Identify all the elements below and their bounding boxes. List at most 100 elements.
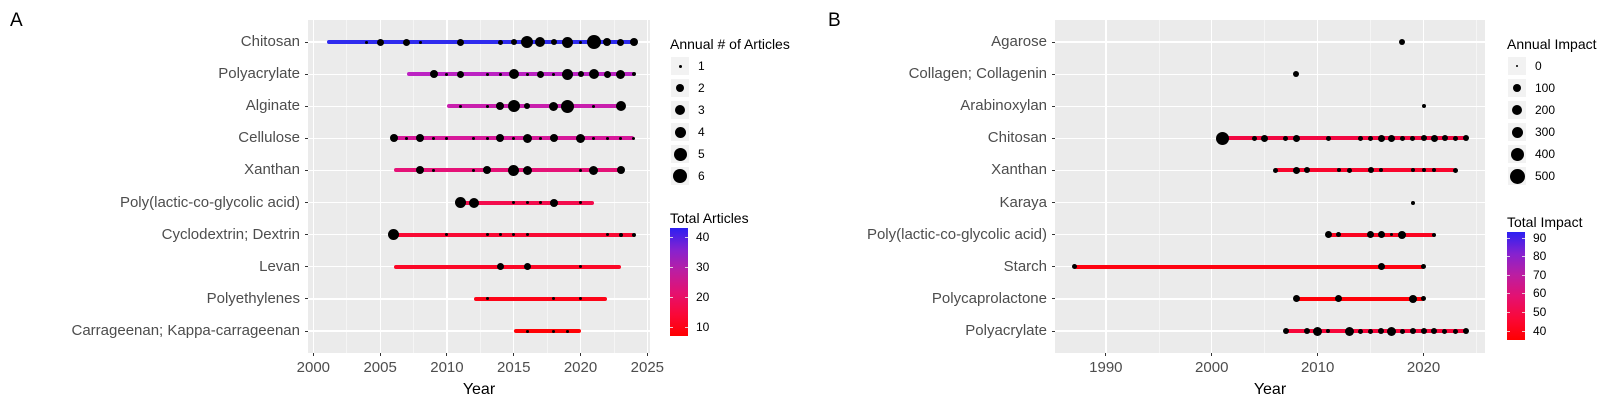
data-point (589, 165, 599, 175)
data-point (1432, 232, 1437, 237)
data-point (525, 201, 529, 205)
grid-major-vline (1317, 20, 1319, 353)
data-point (616, 166, 625, 175)
x-axis-tick (379, 353, 381, 356)
data-point (445, 72, 449, 76)
timeline-segment (1275, 168, 1456, 173)
data-point (1408, 294, 1417, 303)
panel-b: B Agarose Collagen; Collagenin Arabinoxyla… (800, 0, 1600, 407)
timeline-segment (406, 72, 634, 77)
data-point (429, 70, 438, 79)
data-point (485, 136, 489, 140)
data-point (586, 35, 601, 49)
x-tick-label: 2025 (630, 359, 665, 376)
grid-major-hline (1055, 201, 1485, 204)
data-point (1293, 71, 1300, 78)
data-point (1292, 295, 1300, 303)
colorbar-tick-right (1522, 330, 1525, 332)
colorbar-tick-left (1507, 237, 1510, 239)
y-axis-tick (304, 105, 308, 107)
colorbar-tick-label: 80 (1533, 249, 1547, 264)
legend-size-dot (1510, 147, 1524, 161)
data-point (1378, 328, 1385, 334)
x-axis-tick (646, 353, 648, 356)
y-axis-tick (304, 298, 308, 300)
grid-minor-vline (1264, 20, 1266, 353)
x-axis-title: Year (462, 381, 496, 398)
data-point (525, 233, 529, 237)
colorbar (670, 228, 688, 336)
colorbar-tick-right (1522, 312, 1525, 314)
data-point (1430, 134, 1438, 142)
data-point (1377, 134, 1385, 142)
data-point (1325, 135, 1331, 141)
data-point (631, 232, 636, 237)
data-point (579, 297, 583, 301)
data-point (418, 40, 422, 44)
colorbar-tick-left (670, 327, 673, 328)
data-point (629, 38, 638, 46)
y-axis-label: Polyacrylate (965, 322, 1047, 339)
data-point (576, 133, 586, 143)
data-point (522, 165, 532, 175)
data-point (579, 40, 583, 44)
colorbar-tick-label: 10 (696, 320, 710, 334)
legend-size-label: 6 (698, 169, 705, 183)
data-point (618, 232, 623, 237)
timeline-segment (1222, 136, 1466, 141)
colorbar-tick-left (1507, 312, 1510, 314)
legend-size-dot (1511, 126, 1523, 138)
legend-size-label: 300 (1535, 125, 1556, 139)
data-point (472, 168, 476, 172)
data-point (1399, 328, 1405, 334)
data-point (549, 134, 558, 143)
x-tick-label: 2010 (430, 359, 464, 376)
data-point (508, 69, 519, 80)
data-point (496, 263, 504, 271)
data-point (1390, 233, 1394, 237)
colorbar-tick-right (1522, 237, 1525, 239)
data-point (512, 233, 516, 237)
legend-size-label: 1 (698, 59, 705, 73)
data-point (561, 68, 573, 80)
data-point (485, 104, 489, 108)
grid-minor-vline (1158, 20, 1160, 353)
plot-area (1055, 20, 1485, 353)
size-legend-title: Annual # of Articles (670, 36, 790, 52)
y-axis-label: Polycaprolactone (931, 289, 1047, 307)
legend-size-dot (1509, 168, 1525, 184)
grid-major-vline (513, 20, 515, 353)
y-axis-label: Collagen; Collagenin (908, 65, 1047, 83)
colorbar-tick-right (1522, 274, 1525, 276)
y-axis-label: Carrageenan; Kappa-carrageenan (71, 322, 301, 339)
data-point (1379, 168, 1384, 173)
x-axis-tick (446, 353, 448, 356)
colorbar-tick-label: 20 (696, 290, 710, 304)
x-axis-tick (1211, 353, 1213, 356)
legend-size-label: 100 (1535, 81, 1556, 95)
y-axis-tick (1051, 137, 1055, 139)
y-axis-tick (304, 330, 308, 332)
data-point (388, 229, 399, 241)
grid-major-vline (379, 20, 381, 353)
colorbar-tick-label: 40 (1533, 323, 1547, 338)
y-axis-tick (1051, 105, 1055, 107)
data-point (405, 136, 409, 140)
data-point (577, 71, 584, 78)
data-point (1344, 326, 1354, 336)
data-point (507, 100, 520, 113)
y-axis-tick (1051, 266, 1055, 268)
data-point (456, 38, 464, 46)
data-point (1357, 328, 1363, 334)
data-point (1368, 328, 1374, 334)
y-axis-label: Cellulose (238, 129, 300, 147)
data-point (1452, 167, 1458, 173)
data-point (588, 69, 599, 80)
colorbar-tick-label: 60 (1533, 286, 1547, 301)
data-point (1346, 167, 1352, 173)
data-point (445, 136, 449, 140)
colorbar-tick-right (1522, 293, 1525, 295)
timeline-segment (1296, 296, 1424, 301)
data-point (1261, 134, 1269, 142)
